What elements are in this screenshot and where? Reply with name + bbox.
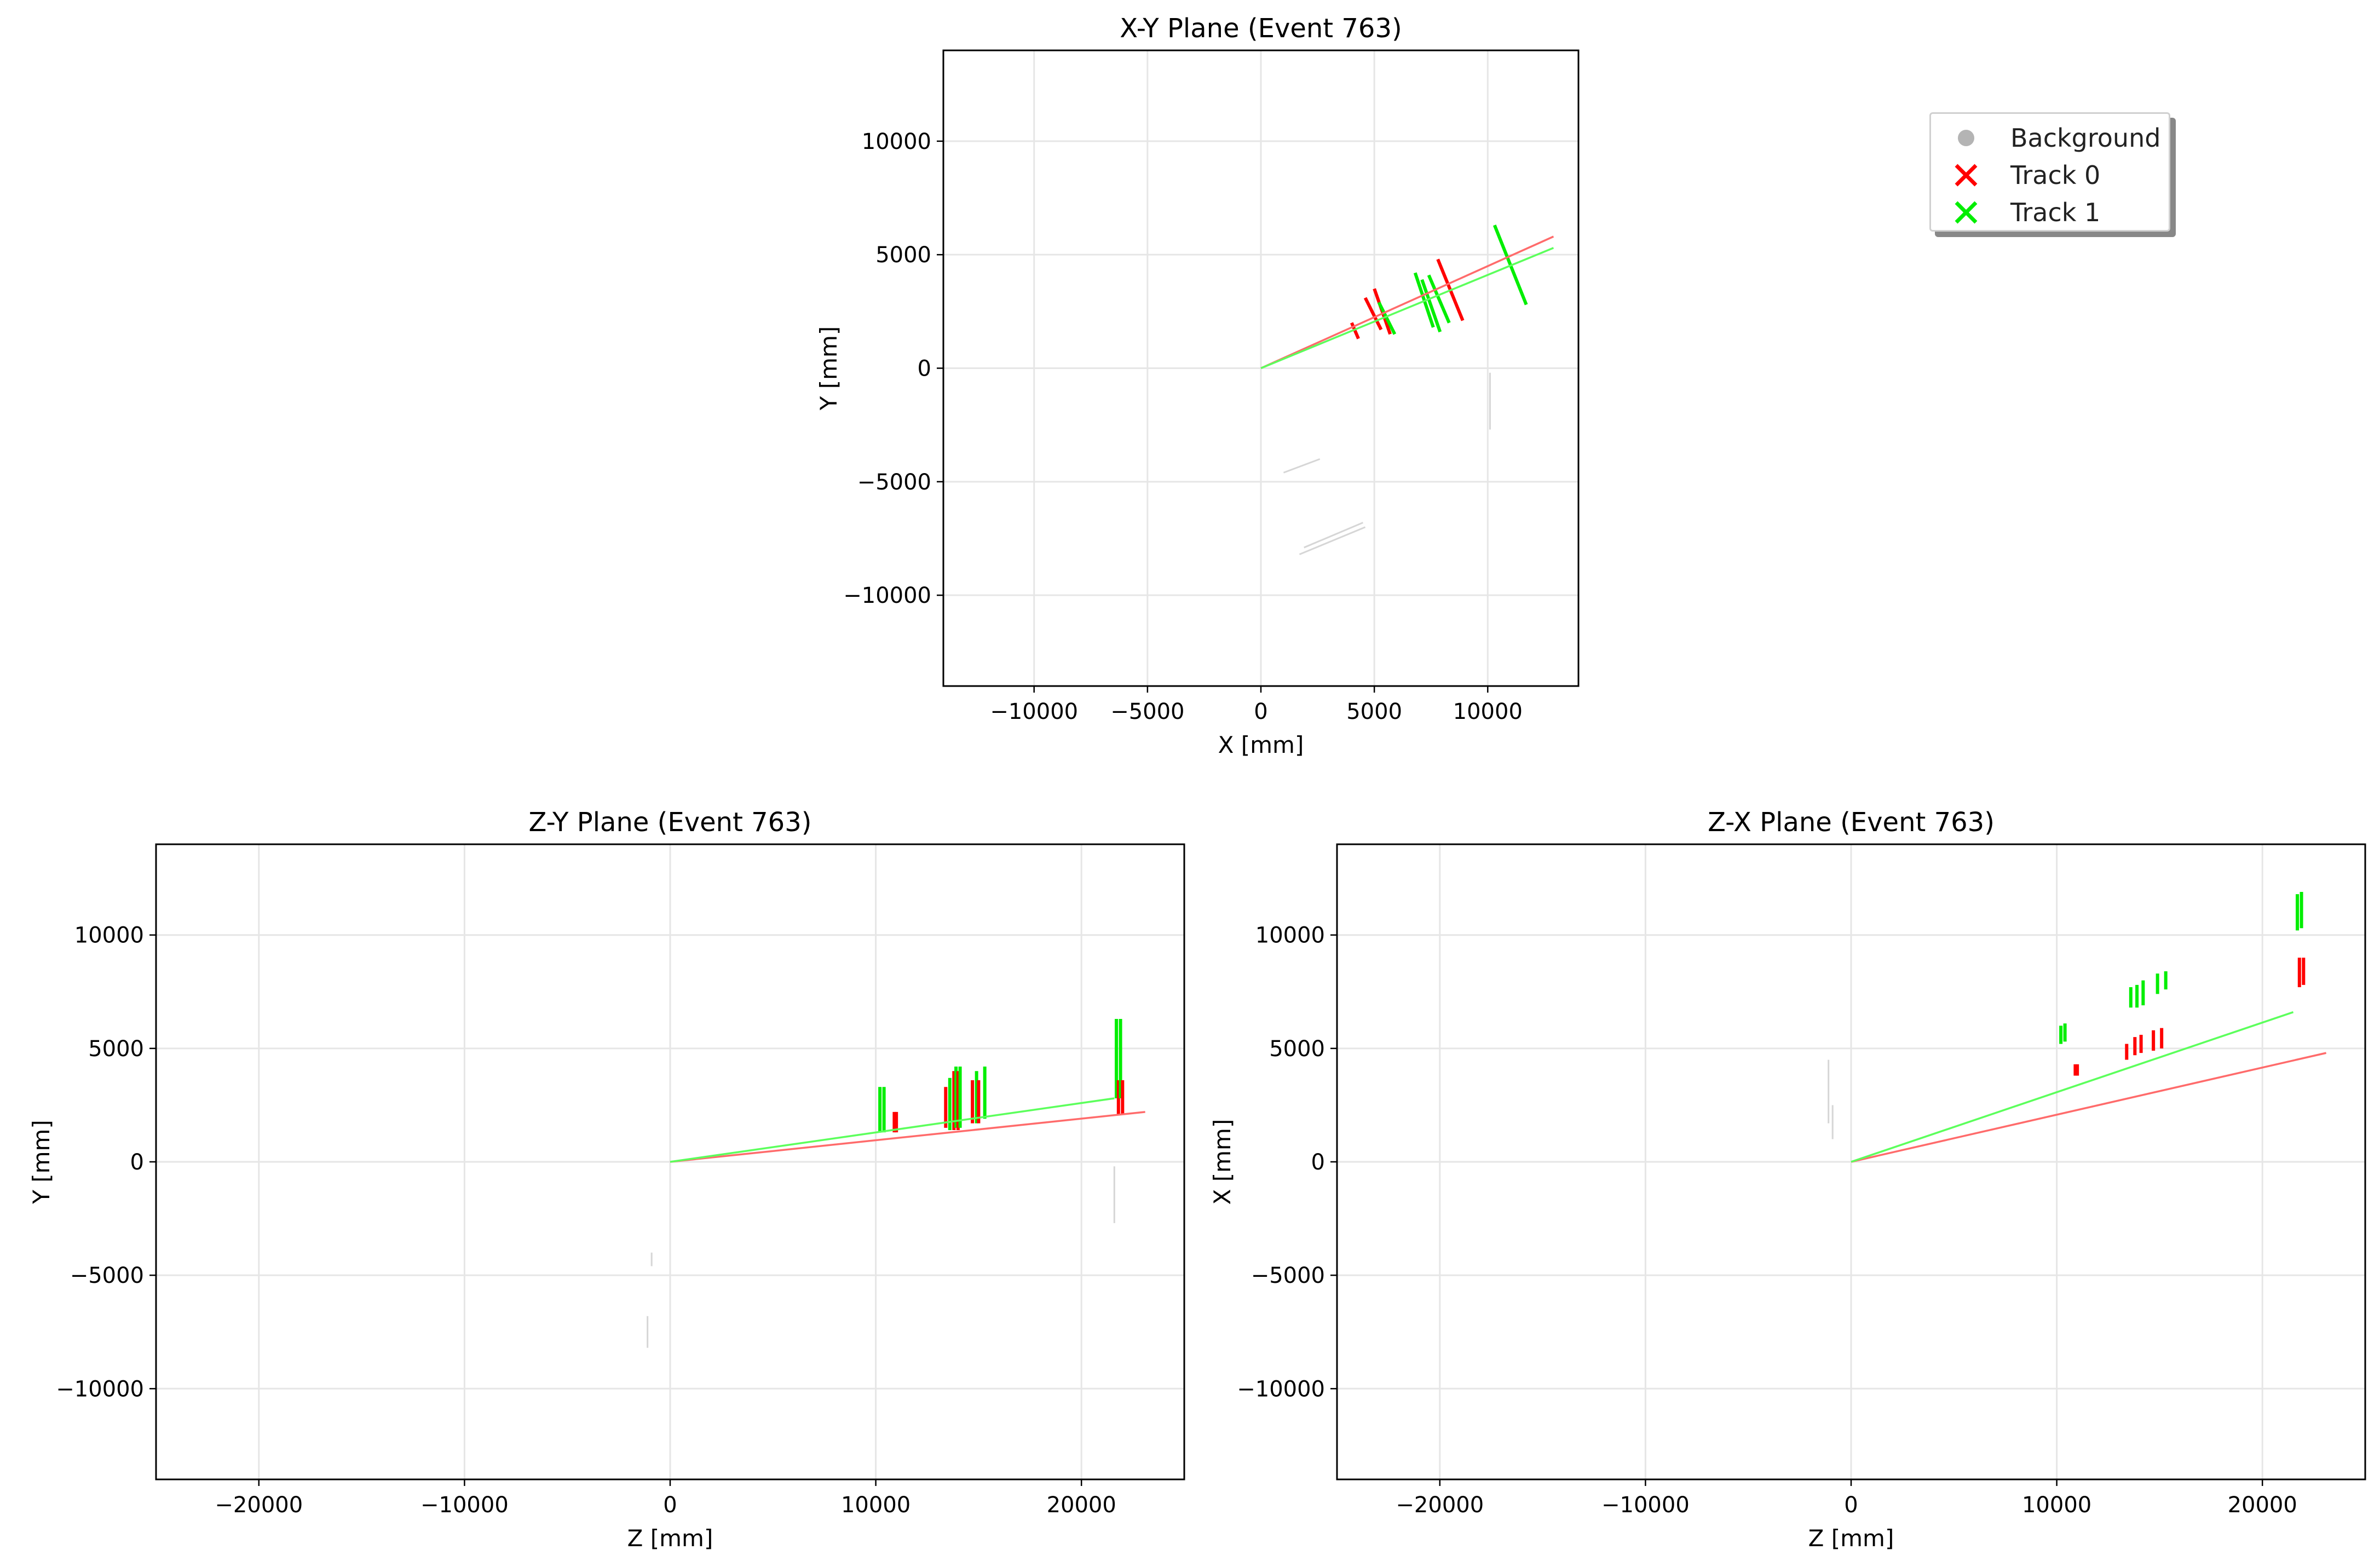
y-tick-label-zy-2: 0	[130, 1150, 144, 1175]
x-tick-label-zy-4: 20000	[1047, 1493, 1116, 1518]
y-tick-label-xy-4: 10000	[862, 129, 931, 154]
chart-title-xy: X-Y Plane (Event 763)	[1120, 13, 1402, 44]
y-axis-label-xy: Y [mm]	[815, 326, 842, 411]
chart-title-zy: Z-Y Plane (Event 763)	[529, 807, 812, 838]
x-axis-label-zy: Z [mm]	[627, 1525, 713, 1552]
x-axis-label-xy: X [mm]	[1218, 731, 1304, 758]
legend-label-track-1: Track 1	[2010, 198, 2101, 227]
legend-marker-background-icon	[1958, 130, 1974, 146]
x-tick-label-zx-0: −20000	[1396, 1493, 1484, 1518]
x-tick-label-zx-1: −10000	[1601, 1493, 1690, 1518]
track-1-fit-line	[1260, 247, 1554, 370]
x-tick-label-zy-0: −20000	[215, 1493, 303, 1518]
plot-area-zy	[647, 1019, 1145, 1348]
x-tick-label-zy-1: −10000	[420, 1493, 509, 1518]
y-tick-label-zx-4: 10000	[1255, 923, 1325, 948]
legend-marker-track-1-icon	[1955, 201, 1978, 224]
x-tick-label-zy-3: 10000	[841, 1493, 910, 1518]
x-tick-label-xy-4: 10000	[1453, 699, 1523, 724]
plot-xy: −10000 −5000 0 5000 10000 −10000 −5000 0 5000 100…	[815, 13, 1580, 758]
legend-entry-track-1: Track 1	[1931, 194, 2169, 231]
x-tick-label-xy-1: −5000	[1110, 699, 1184, 724]
y-tick-label-zx-0: −10000	[1237, 1376, 1325, 1402]
background-hit-9	[1283, 458, 1321, 474]
legend: Background Track 0 Track 1	[1929, 112, 2170, 232]
legend-label-background: Background	[2010, 123, 2161, 153]
x-tick-label-zx-2: 0	[1844, 1493, 1858, 1518]
y-tick-label-zy-4: 10000	[74, 923, 144, 948]
x-tick-label-xy-0: −10000	[990, 699, 1078, 724]
background-hit-11	[1304, 522, 1364, 549]
track-0-hit-0	[1350, 322, 1360, 339]
y-tick-label-xy-3: 5000	[875, 243, 931, 268]
x-tick-label-xy-3: 5000	[1346, 699, 1402, 724]
y-tick-label-xy-2: 0	[918, 356, 931, 382]
x-tick-label-zx-4: 20000	[2228, 1493, 2297, 1518]
track-0-fit-line	[1851, 1052, 2327, 1163]
y-tick-label-xy-0: −10000	[843, 583, 931, 608]
track-0-fit-line	[670, 1111, 1145, 1163]
y-tick-label-zy-3: 5000	[88, 1036, 144, 1062]
y-tick-label-zx-2: 0	[1311, 1150, 1325, 1175]
y-axis-label-zx: X [mm]	[1209, 1119, 1236, 1205]
track-1-fit-line	[1851, 1011, 2294, 1163]
x-tick-label-zx-3: 10000	[2022, 1493, 2091, 1518]
track-1-fit-line	[670, 1097, 1115, 1163]
x-tick-label-zy-2: 0	[663, 1493, 677, 1518]
y-tick-label-zx-3: 5000	[1269, 1036, 1325, 1062]
track-1-hit-7	[1427, 274, 1451, 324]
chart-title-zx: Z-X Plane (Event 763)	[1708, 807, 1995, 838]
legend-entry-background: Background	[1931, 119, 2169, 157]
y-tick-label-zx-1: −5000	[1251, 1263, 1325, 1288]
legend-label-track-0: Track 0	[2010, 160, 2101, 190]
plot-zy: −20000 −10000 0 10000 20000 −10000 −5000 0 5000 1…	[28, 807, 1185, 1552]
y-axis-label-zy: Y [mm]	[28, 1120, 55, 1205]
legend-marker-track-0-icon	[1955, 164, 1978, 187]
background-hit-10	[1299, 526, 1366, 555]
legend-entry-track-0: Track 0	[1931, 157, 2169, 194]
track-0-fit-line	[1260, 235, 1554, 370]
track-1-hit-6	[1420, 279, 1442, 333]
plot-area-xy	[1260, 224, 1554, 555]
track-1-hit-4	[1377, 301, 1397, 335]
track-0-hit-1	[1363, 297, 1383, 331]
y-tick-label-xy-1: −5000	[857, 470, 931, 495]
plot-zx: −20000 −10000 0 10000 20000 −10000 −5000 0 5000 1…	[1209, 807, 2366, 1552]
y-tick-label-zy-1: −5000	[70, 1263, 144, 1288]
plot-area-zx	[1828, 892, 2327, 1163]
x-tick-label-xy-2: 0	[1254, 699, 1267, 724]
y-tick-label-zy-0: −10000	[56, 1376, 144, 1402]
x-axis-label-zx: Z [mm]	[1808, 1525, 1894, 1552]
